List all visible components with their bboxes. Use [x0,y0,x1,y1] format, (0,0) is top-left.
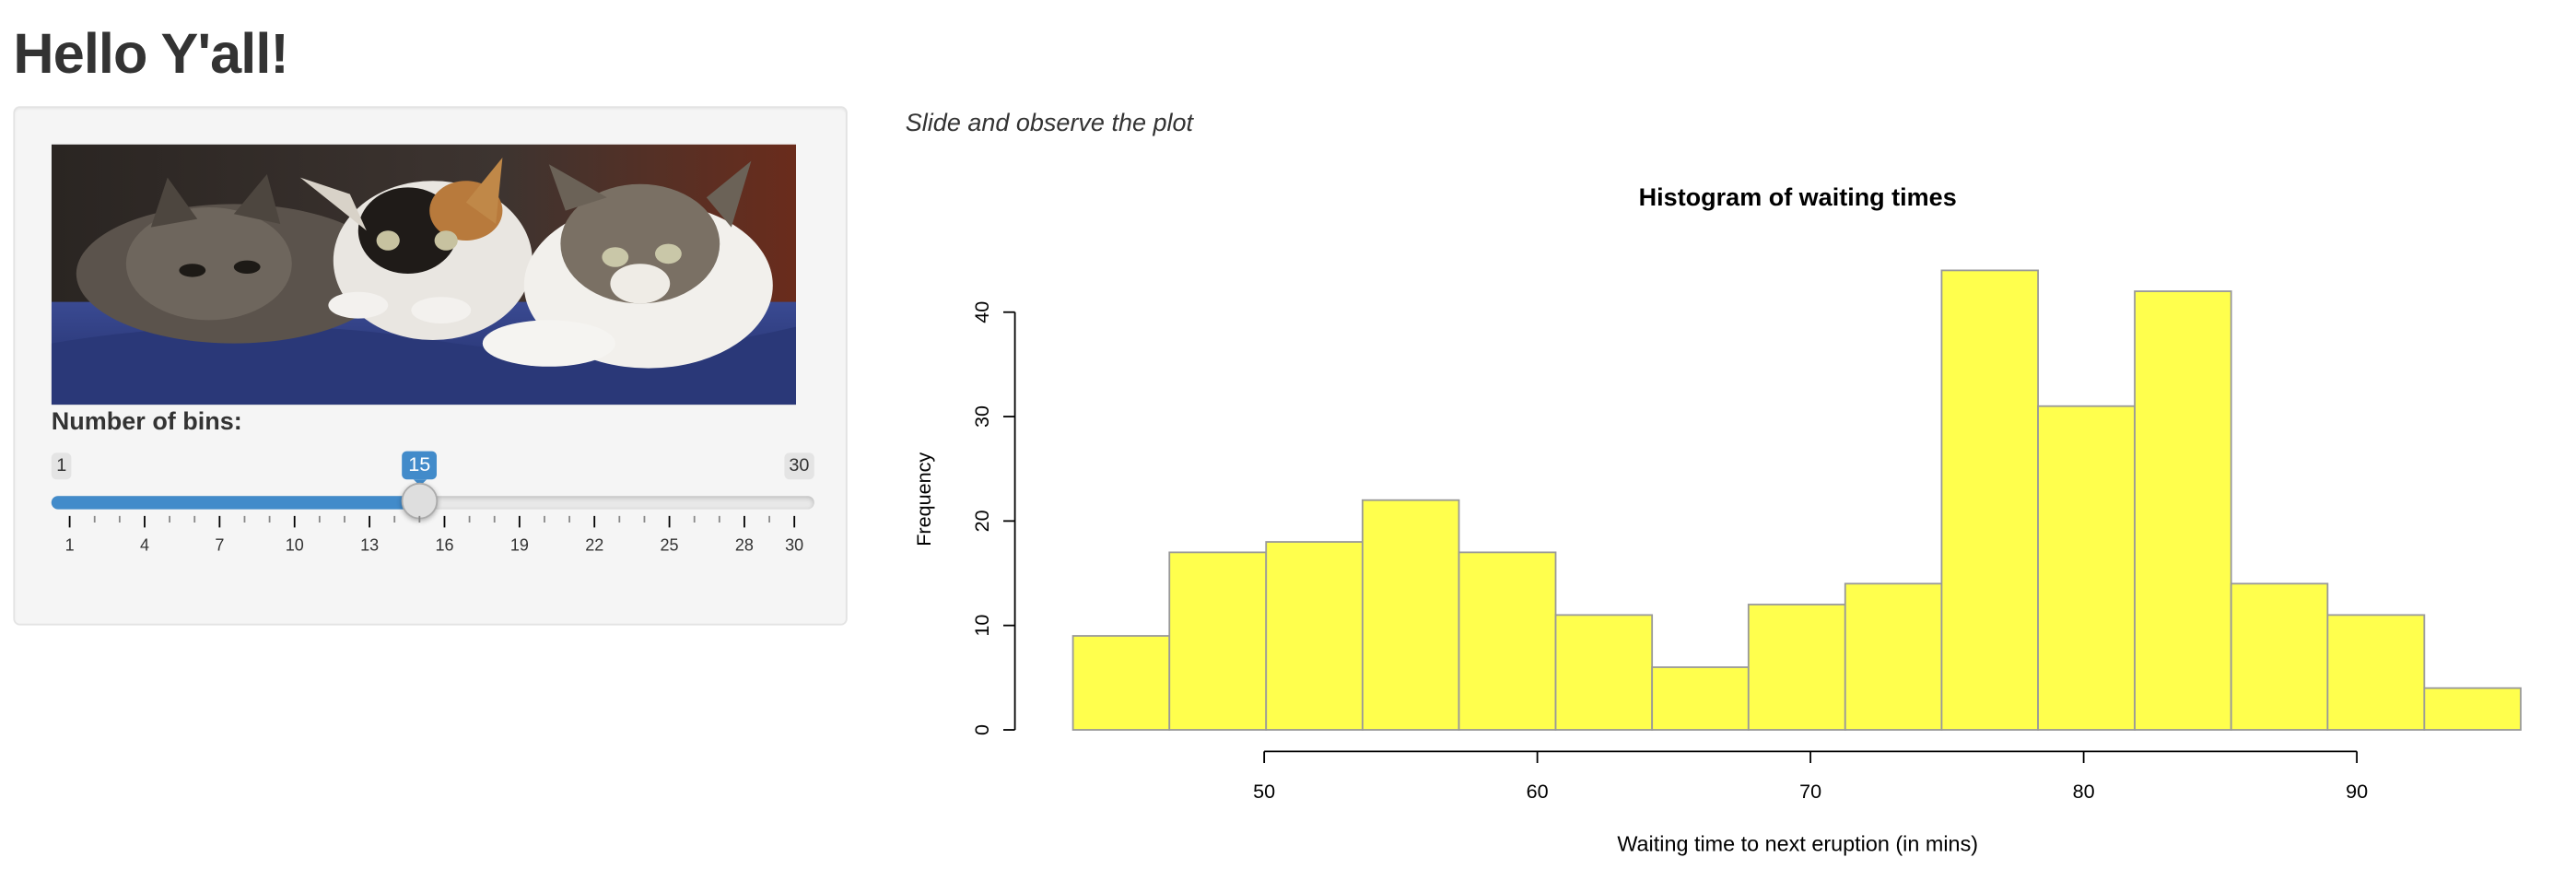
slider-tick-label: 22 [585,536,603,555]
y-tick-label: 0 [970,724,993,735]
x-tick-label: 80 [2073,780,2095,803]
slider-tick-label: 30 [785,536,803,555]
histogram-bar [1265,541,1364,731]
bars [1071,269,2522,731]
histogram-plot: Histogram of waiting times Frequency Wai… [896,158,2554,879]
chart-title: Histogram of waiting times [1639,183,1957,211]
page-title: Hello Y'all! [13,23,288,87]
histogram-bar [1458,551,1557,731]
slider-tick-label: 16 [435,536,453,555]
slider-max-label: 30 [783,452,814,480]
kittens-image [51,144,797,405]
y-tick-label: 20 [970,510,993,532]
histogram-bar [1071,635,1171,731]
plot-caption: Slide and observe the plot [905,109,1194,138]
y-tick-label: 30 [970,405,993,428]
histogram-bar [1747,604,1846,731]
slider-tick-label: 4 [140,536,149,555]
x-axis-label: Waiting time to next eruption (in mins) [1617,831,1978,855]
slider-tick-label: 25 [661,536,679,555]
x-tick-label: 90 [2346,780,2368,803]
slider-fill [51,496,420,510]
y-axis: 0 10 20 30 40 [970,301,1016,735]
histogram-bar [2134,290,2232,731]
histogram-bar [1651,666,1750,731]
x-tick-label: 70 [1799,780,1821,803]
histogram-bar [2230,582,2329,731]
slider-tick-label: 7 [215,536,224,555]
y-tick-label: 40 [970,301,993,323]
histogram-bar [2423,687,2522,731]
slider-min-label: 1 [51,452,72,480]
slider-handle[interactable] [401,482,439,520]
slider-tick-label: 13 [360,536,379,555]
histogram-bar [2037,405,2136,731]
slider-ticks: 1 4 7 10 13 16 19 22 25 28 30 [65,515,803,555]
slider-tick-label: 28 [735,536,754,555]
histogram-bar [1168,551,1268,731]
histogram-bar [2326,614,2426,731]
slider-tick-label: 10 [286,536,304,555]
y-axis-label: Frequency [912,452,935,546]
bins-label: Number of bins: [51,407,242,437]
bins-slider[interactable]: 1 30 15 1 4 7 10 13 16 19 22 25 28 30 [51,450,814,566]
slider-tick-label: 1 [65,536,75,555]
histogram-bar [1940,269,2040,731]
slider-tick-label: 19 [510,536,529,555]
histogram-bar [1361,499,1460,731]
x-tick-label: 50 [1253,780,1275,803]
x-tick-label: 60 [1527,780,1549,803]
y-tick-label: 10 [970,615,993,637]
histogram-bar [1554,614,1654,731]
x-axis: 50 60 70 80 90 [1253,750,2368,803]
histogram-bar [1844,582,1943,731]
sidebar-panel: Number of bins: 1 30 15 1 4 7 10 13 16 19 22 25 2… [13,106,848,626]
slider-value-label: 15 [402,451,438,487]
